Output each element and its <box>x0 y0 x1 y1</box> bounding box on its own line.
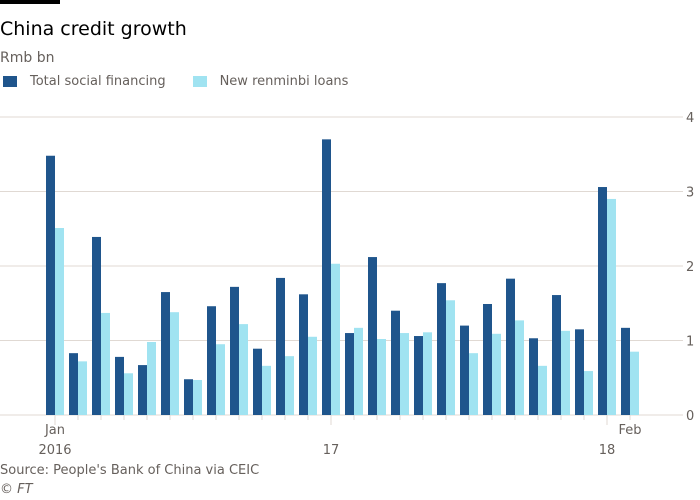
bar-total-social-financing <box>391 310 400 415</box>
bar-new-renminbi-loans <box>124 373 133 415</box>
bar-total-social-financing <box>575 329 584 415</box>
bar-total-social-financing <box>437 283 446 415</box>
bar-new-renminbi-loans <box>308 336 317 415</box>
bar-total-social-financing <box>161 292 170 415</box>
chart-title: China credit growth <box>0 18 187 40</box>
legend-label: Total social financing <box>30 74 166 89</box>
bar-new-renminbi-loans <box>630 351 639 415</box>
source-note: Source: People's Bank of China via CEIC <box>0 463 260 478</box>
bar-new-renminbi-loans <box>239 324 248 415</box>
bar-total-social-financing <box>138 365 147 415</box>
legend: Total social financing New renminbi loan… <box>0 74 372 89</box>
bar-new-renminbi-loans <box>400 333 409 415</box>
bar-total-social-financing <box>506 278 515 415</box>
bar-total-social-financing <box>207 306 216 415</box>
bar-new-renminbi-loans <box>423 332 432 415</box>
bar-total-social-financing <box>460 325 469 415</box>
bar-total-social-financing <box>345 333 354 415</box>
bar-total-social-financing <box>621 327 630 415</box>
y-tick-label: 0 <box>686 409 694 424</box>
bar-new-renminbi-loans <box>584 371 593 415</box>
y-tick-label: 3 <box>686 186 694 201</box>
bar-total-social-financing <box>115 356 124 415</box>
chart-subtitle: Rmb bn <box>0 50 55 66</box>
bar-new-renminbi-loans <box>55 228 64 415</box>
y-tick-label: 1 <box>686 335 694 350</box>
bar-total-social-financing <box>299 294 308 415</box>
bar-new-renminbi-loans <box>262 365 271 415</box>
y-tick-label: 4 <box>686 111 694 126</box>
bar-new-renminbi-loans <box>515 320 524 415</box>
copyright: © FT <box>0 482 33 497</box>
x-tick-label: 2016 <box>38 443 71 458</box>
x-tick-label: 17 <box>323 443 340 458</box>
bar-new-renminbi-loans <box>285 356 294 415</box>
bar-total-social-financing <box>230 286 239 415</box>
bar-total-social-financing <box>276 277 285 415</box>
bar-new-renminbi-loans <box>354 327 363 415</box>
bar-total-social-financing <box>529 338 538 415</box>
x-tick-label: Feb <box>618 423 641 438</box>
bar-total-social-financing <box>253 348 262 415</box>
bar-new-renminbi-loans <box>469 353 478 415</box>
bar-total-social-financing <box>552 295 561 415</box>
legend-label: New renminbi loans <box>219 74 349 89</box>
bar-new-renminbi-loans <box>101 312 110 415</box>
legend-swatch-total-social-financing <box>3 76 17 87</box>
bar-new-renminbi-loans <box>78 361 87 415</box>
bar-total-social-financing <box>184 379 193 415</box>
bar-new-renminbi-loans <box>193 379 202 415</box>
bar-total-social-financing <box>483 303 492 415</box>
bar-new-renminbi-loans <box>377 339 386 415</box>
ft-top-bar <box>0 0 60 4</box>
bar-new-renminbi-loans <box>607 198 616 415</box>
bar-total-social-financing <box>46 155 55 416</box>
bar-total-social-financing <box>69 353 78 415</box>
legend-item-new-renminbi-loans: New renminbi loans <box>190 74 349 89</box>
bar-total-social-financing <box>368 257 377 415</box>
bar-total-social-financing <box>322 139 331 415</box>
bar-new-renminbi-loans <box>538 365 547 415</box>
bar-new-renminbi-loans <box>561 330 570 415</box>
bar-new-renminbi-loans <box>170 312 179 415</box>
y-tick-label: 2 <box>686 260 694 275</box>
bar-total-social-financing <box>598 187 607 415</box>
bar-new-renminbi-loans <box>492 333 501 415</box>
bar-total-social-financing <box>92 236 101 415</box>
bar-total-social-financing <box>414 336 423 415</box>
legend-item-total-social-financing: Total social financing <box>0 74 166 89</box>
x-tick-label: 18 <box>599 443 616 458</box>
x-tick-label: Jan <box>44 423 65 438</box>
bar-new-renminbi-loans <box>331 263 340 415</box>
bar-new-renminbi-loans <box>446 300 455 415</box>
bar-new-renminbi-loans <box>216 344 225 415</box>
legend-swatch-new-renminbi-loans <box>192 76 207 87</box>
bar-new-renminbi-loans <box>147 341 156 415</box>
